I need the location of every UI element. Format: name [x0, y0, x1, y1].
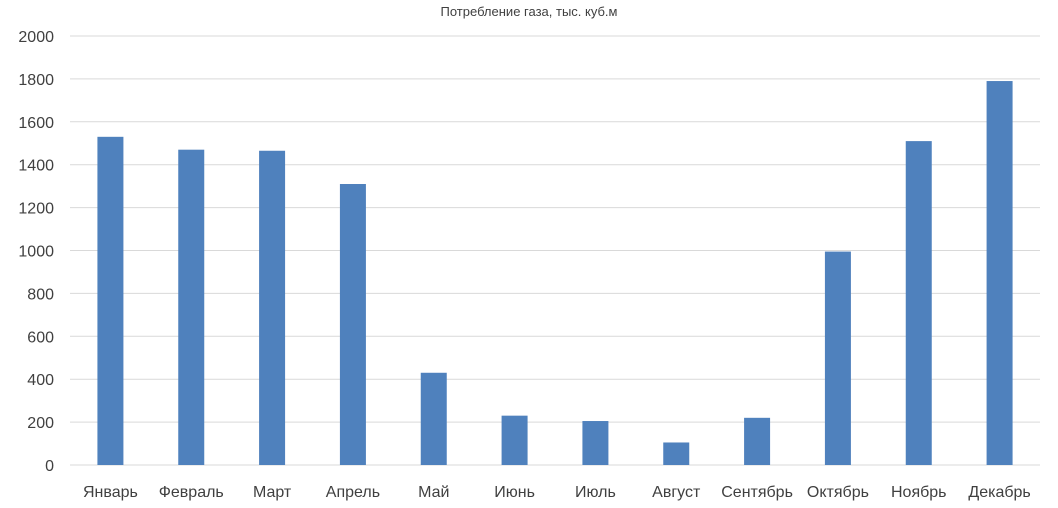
bar-6: [501, 415, 528, 465]
y-tick-label: 1600: [18, 115, 54, 132]
x-tick-label: Март: [253, 484, 292, 501]
y-tick-label: 1800: [18, 72, 54, 89]
x-tick-label: Апрель: [326, 484, 380, 501]
y-tick-label: 200: [27, 415, 54, 432]
bar-1: [97, 136, 124, 465]
bar-3: [259, 150, 286, 465]
y-tick-label: 1400: [18, 158, 54, 175]
x-tick-label: Октябрь: [807, 484, 869, 501]
bar-5: [420, 372, 447, 465]
x-tick-label: Май: [418, 484, 449, 501]
chart-title: Потребление газа, тыс. куб.м: [440, 4, 618, 19]
x-tick-label: Сентябрь: [721, 484, 793, 501]
x-tick-label: Февраль: [159, 484, 224, 501]
x-tick-label: Декабрь: [968, 484, 1030, 501]
y-tick-label: 400: [27, 372, 54, 389]
x-tick-label: Август: [652, 484, 701, 501]
y-tick-label: 2000: [18, 29, 54, 46]
x-tick-label: Июнь: [494, 484, 535, 501]
bar-4: [339, 184, 366, 465]
bar-2: [178, 149, 205, 465]
y-tick-label: 1200: [18, 201, 54, 218]
bar-11: [905, 141, 932, 466]
x-tick-label: Июль: [575, 484, 616, 501]
x-tick-label: Ноябрь: [891, 484, 947, 501]
bar-12: [986, 81, 1013, 466]
bar-9: [744, 417, 771, 465]
x-tick-label: Январь: [83, 484, 138, 501]
y-tick-label: 800: [27, 286, 54, 303]
y-tick-label: 1000: [18, 244, 54, 261]
y-tick-label: 600: [27, 329, 54, 346]
bar-7: [582, 421, 609, 465]
bar-10: [824, 251, 851, 465]
y-tick-label: 0: [45, 458, 54, 475]
bar-8: [663, 442, 690, 465]
